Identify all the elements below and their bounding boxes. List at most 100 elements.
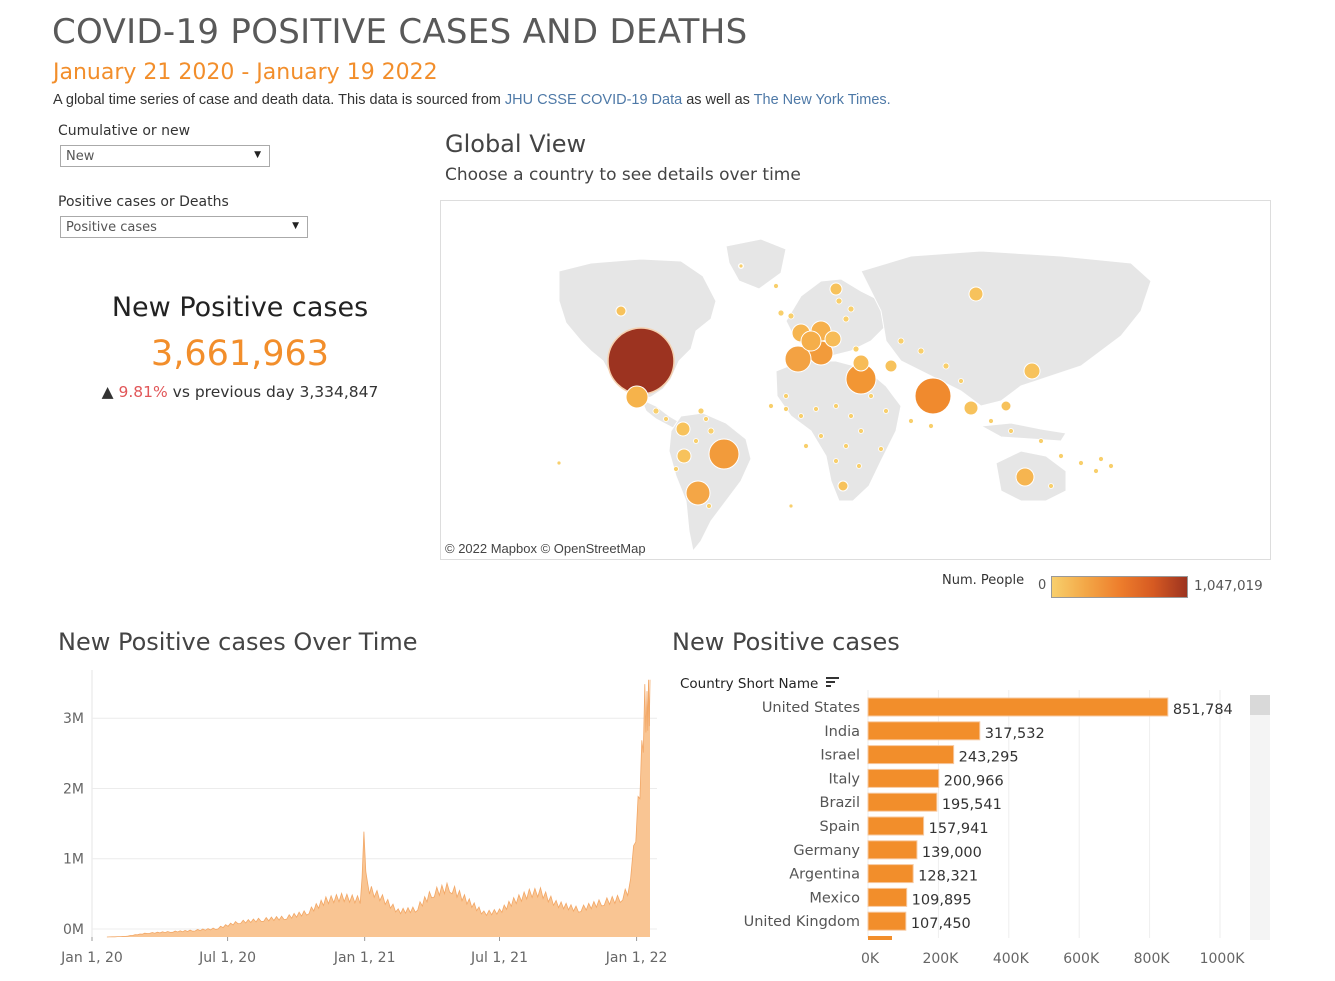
bubble-japan[interactable] [1023, 362, 1041, 380]
y-tick-label: 1M [63, 852, 84, 868]
bubble-australia[interactable] [1015, 467, 1035, 487]
kpi-title: New Positive cases [111, 292, 369, 323]
bubble-united-states[interactable] [607, 327, 675, 395]
bubble-iran[interactable] [884, 359, 898, 373]
chevron-down-icon: ▼ [292, 221, 299, 231]
bubble-peru[interactable] [676, 448, 692, 464]
bubble-argentina[interactable] [685, 480, 711, 506]
bubble-scandinavia[interactable] [829, 282, 843, 296]
bar-header: Country Short Name [680, 676, 840, 692]
world-map-svg [556, 238, 1152, 553]
bar-x-axis: 0K 200K 400K 600K 800K 1000K [861, 951, 1245, 967]
bar-row[interactable]: United Kingdom 107,450 [744, 911, 971, 932]
timeline-gridlines [91, 670, 657, 937]
bar-row[interactable]: India 317,532 [824, 721, 1045, 742]
bar[interactable] [867, 887, 908, 907]
bubble-brazil[interactable] [708, 438, 740, 470]
bubble-poland[interactable] [824, 330, 842, 348]
bubble-turkey[interactable] [852, 354, 870, 372]
bar-chart[interactable]: United States 851,784 India 317,532 Israel 24… [675, 690, 1275, 975]
bar-scrollbar-track[interactable] [1250, 695, 1270, 940]
x-tick-label: Jan 1, 22 [605, 950, 668, 966]
bar-scrollbar-thumb[interactable] [1250, 695, 1270, 715]
bar-x-tick-label: 400K [993, 951, 1030, 967]
bubble-philippines[interactable] [1000, 400, 1012, 412]
measure-dropdown-value: New [66, 149, 95, 164]
bar-header-label: Country Short Name [680, 676, 819, 692]
bar[interactable] [867, 864, 914, 884]
bubble-canada[interactable] [615, 305, 627, 317]
bubble-layer [556, 263, 1114, 509]
bar-value-label: 851,784 [1173, 702, 1233, 718]
bar[interactable] [867, 697, 1169, 717]
jhu-link[interactable]: JHU CSSE COVID-19 Data [504, 92, 683, 108]
legend-max: 1,047,019 [1194, 578, 1263, 594]
legend-color-ramp [1051, 576, 1188, 598]
bar-category-label: Brazil [820, 795, 860, 811]
bar-row[interactable]: Israel 243,295 [820, 745, 1019, 766]
bar-category-label: Argentina [789, 867, 860, 883]
bar[interactable] [867, 840, 918, 860]
timeline-line [106, 679, 651, 938]
bar-value-label: 243,295 [959, 750, 1019, 766]
bubble-france[interactable] [800, 330, 822, 352]
bar-row[interactable]: Argentina 128,321 [789, 864, 978, 885]
bubble-thailand[interactable] [963, 400, 979, 416]
bar[interactable] [867, 816, 925, 836]
bar-rows: United States 851,784 India 317,532 Israel 24… [744, 697, 1233, 940]
bar-row[interactable]: Brazil 195,541 [820, 792, 1002, 813]
bar-row[interactable]: Spain 157,941 [819, 816, 989, 837]
bar-value-label: 200,966 [944, 773, 1004, 789]
bar[interactable] [867, 745, 955, 765]
bar-chart-title: New Positive cases [672, 628, 900, 656]
date-range: January 21 2020 - January 19 2022 [53, 60, 438, 85]
bar-category-label: Mexico [809, 890, 860, 906]
timeline-y-axis: 0M 1M 2M 3M [63, 711, 84, 938]
timeline-title: New Positive cases Over Time [58, 628, 418, 656]
land-asia [860, 250, 1152, 407]
page-title: COVID-19 POSITIVE CASES AND DEATHS [52, 12, 748, 52]
measure-filter-label: Cumulative or new [58, 123, 191, 139]
bar-category-label: Spain [819, 819, 860, 835]
kpi-compare-text: vs previous day 3,334,847 [172, 383, 379, 401]
metric-dropdown[interactable]: Positive cases ▼ [60, 216, 308, 238]
kpi-comparison: ▲ 9.81% vs previous day 3,334,847 [60, 383, 420, 401]
bubble-russia[interactable] [968, 286, 984, 302]
map-title: Global View [445, 130, 587, 158]
kpi-percent-change: 9.81% [118, 383, 168, 401]
bar-category-label: Germany [793, 843, 860, 859]
measure-dropdown[interactable]: New ▼ [60, 145, 270, 167]
timeline-chart[interactable]: 0M 1M 2M 3M Jan 1, 20 Jul 1, 20 Jan 1, 21 Jul … [40, 665, 670, 975]
bubble-spain[interactable] [784, 345, 812, 373]
timeline-area [106, 679, 651, 937]
bar-row[interactable]: United States 851,784 [762, 697, 1233, 718]
description-prefix: A global time series of case and death d… [53, 92, 501, 108]
bar-category-label: Israel [820, 748, 860, 764]
bar[interactable] [867, 911, 907, 931]
bubble-colombia[interactable] [675, 421, 691, 437]
small-bubbles [556, 263, 1114, 509]
bar-x-tick-label: 1000K [1200, 951, 1246, 967]
chevron-down-icon: ▼ [254, 150, 261, 160]
world-map[interactable] [440, 200, 1271, 560]
bubble-south-africa[interactable] [837, 480, 849, 492]
metric-filter-label: Positive cases or Deaths [58, 194, 229, 210]
y-tick-label: 0M [63, 922, 84, 938]
metric-dropdown-value: Positive cases [66, 220, 157, 235]
bar-row[interactable]: Mexico 109,895 [809, 887, 972, 908]
bar[interactable] [867, 721, 981, 741]
bar[interactable] [867, 792, 938, 812]
bar-value-label: 128,321 [918, 869, 978, 885]
bubble-mexico[interactable] [625, 385, 649, 409]
bar-x-tick-label: 800K [1134, 951, 1171, 967]
description-middle: as well as [686, 92, 750, 108]
sort-icon[interactable] [825, 676, 840, 692]
bar[interactable] [867, 768, 940, 788]
bar-row[interactable]: Germany 139,000 [793, 840, 982, 861]
bar-value-label: 139,000 [922, 845, 982, 861]
up-arrow-icon: ▲ [101, 383, 114, 401]
bar-row[interactable]: Italy 200,966 [829, 768, 1004, 789]
bubble-india[interactable] [914, 377, 952, 415]
bar-partial [868, 936, 892, 940]
nyt-link[interactable]: The New York Times. [753, 92, 891, 108]
